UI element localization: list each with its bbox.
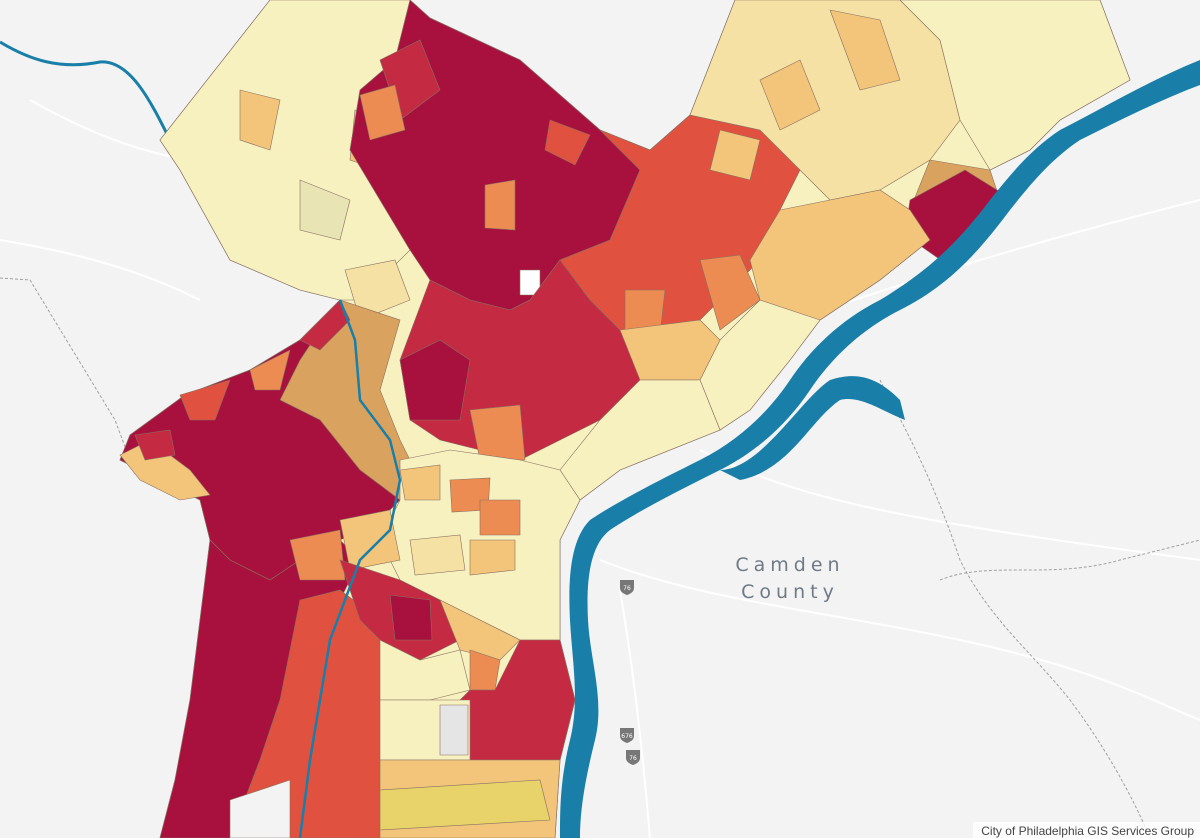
place-label-line1: Camden [735, 554, 845, 576]
interstate-shield-icon: 676 [618, 726, 636, 744]
map-attribution[interactable]: City of Philadelphia GIS Services Group [973, 822, 1200, 838]
schuylkill-river-city [298, 299, 402, 838]
camden-county-label: Camden County [690, 552, 890, 606]
county-boundaries [0, 277, 1200, 838]
interstate-shield-icon: 76 [618, 578, 636, 596]
tract-layer[interactable] [119, 0, 1131, 838]
shield-label: 76 [623, 585, 631, 592]
river-inlet [720, 376, 905, 480]
schuylkill-river [0, 40, 172, 141]
place-label-line2: County [741, 581, 839, 603]
shield-label: 76 [629, 755, 637, 762]
interstate-shield-icon: 76 [624, 748, 642, 766]
shield-label: 676 [621, 733, 633, 740]
